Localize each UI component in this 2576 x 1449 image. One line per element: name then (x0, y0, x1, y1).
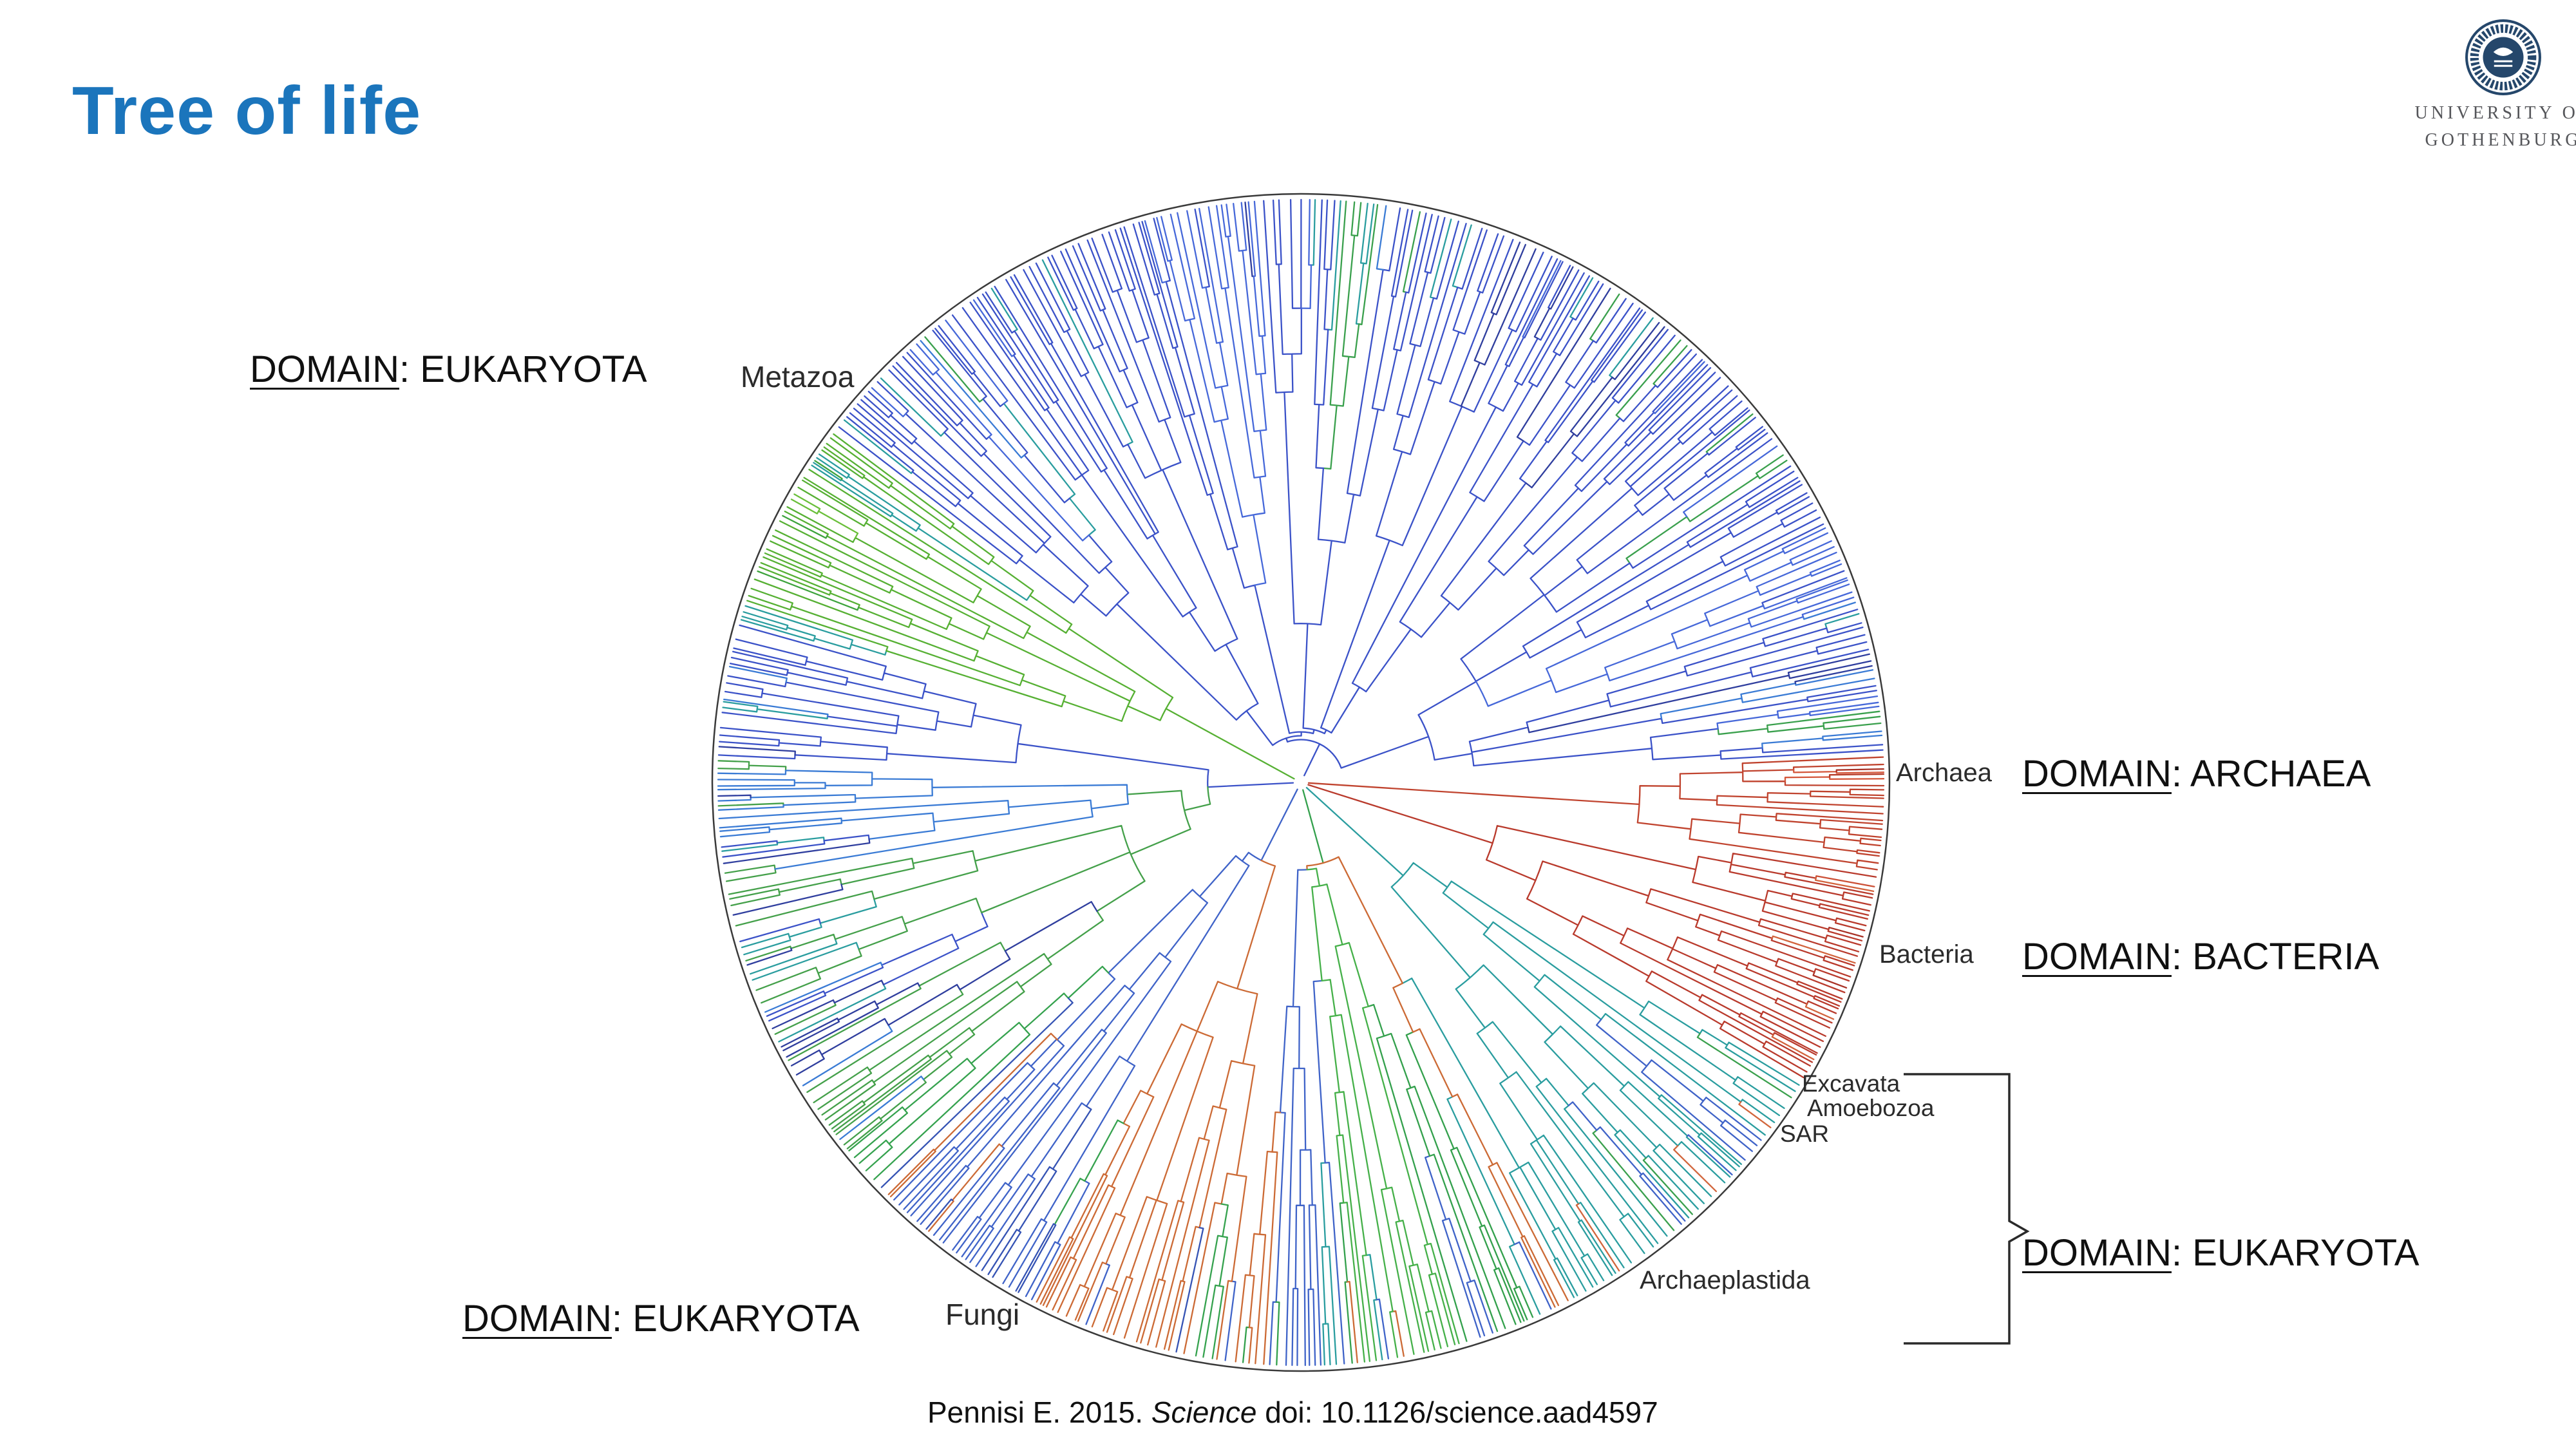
university-logo: UNIVERSITY OF GOTHENBURG (2378, 18, 2576, 154)
domain-annotation-archaea: DOMAIN: ARCHAEA (2022, 752, 2371, 795)
domain-annotation-eukaryota-bottom-left: DOMAIN: EUKARYOTA (462, 1297, 860, 1340)
clade-label-amoebozoa: Amoebozoa (1807, 1095, 1935, 1121)
logo-text-line2: GOTHENBURG (2425, 130, 2576, 150)
domain-annotation-eukaryota-top-left: DOMAIN: EUKARYOTA (250, 348, 647, 391)
domain-annotation-label: DOMAIN (250, 348, 399, 390)
clade-label-metazoa: Metazoa (741, 360, 855, 393)
clade-label-archaea: Archaea (1896, 759, 1992, 787)
citation-journal: Science (1151, 1396, 1257, 1429)
domain-annotation-value: : BACTERIA (2172, 936, 2380, 978)
domain-annotation-label: DOMAIN (462, 1298, 612, 1340)
domain-annotation-eukaryota-right: DOMAIN: EUKARYOTA (2022, 1231, 2420, 1274)
citation-authors: Pennisi E. 2015. (927, 1396, 1151, 1429)
clade-label-fungi: Fungi (945, 1298, 1020, 1331)
domain-annotation-label: DOMAIN (2022, 936, 2172, 978)
domain-annotation-bacteria: DOMAIN: BACTERIA (2022, 935, 2379, 978)
domain-annotation-label: DOMAIN (2022, 1232, 2172, 1274)
clade-label-bacteria: Bacteria (1879, 940, 1974, 969)
university-seal-icon (2465, 19, 2541, 95)
domain-annotation-value: : EUKARYOTA (2172, 1232, 2420, 1274)
clade-label-excavata: Excavata (1802, 1070, 1900, 1097)
clade-label-archaeplastida: Archaeplastida (1640, 1266, 1810, 1294)
domain-annotation-value: : ARCHAEA (2172, 753, 2371, 795)
domain-annotation-label: DOMAIN (2022, 753, 2172, 795)
page-title: Tree of life (72, 73, 422, 149)
citation: Pennisi E. 2015. Science doi: 10.1126/sc… (927, 1395, 1658, 1430)
domain-annotation-value: : EUKARYOTA (612, 1298, 860, 1340)
clade-label-sar: SAR (1780, 1121, 1830, 1147)
domain-annotation-value: : EUKARYOTA (399, 348, 647, 390)
logo-text-line1: UNIVERSITY OF (2414, 103, 2576, 123)
citation-doi: doi: 10.1126/science.aad4597 (1256, 1396, 1658, 1429)
